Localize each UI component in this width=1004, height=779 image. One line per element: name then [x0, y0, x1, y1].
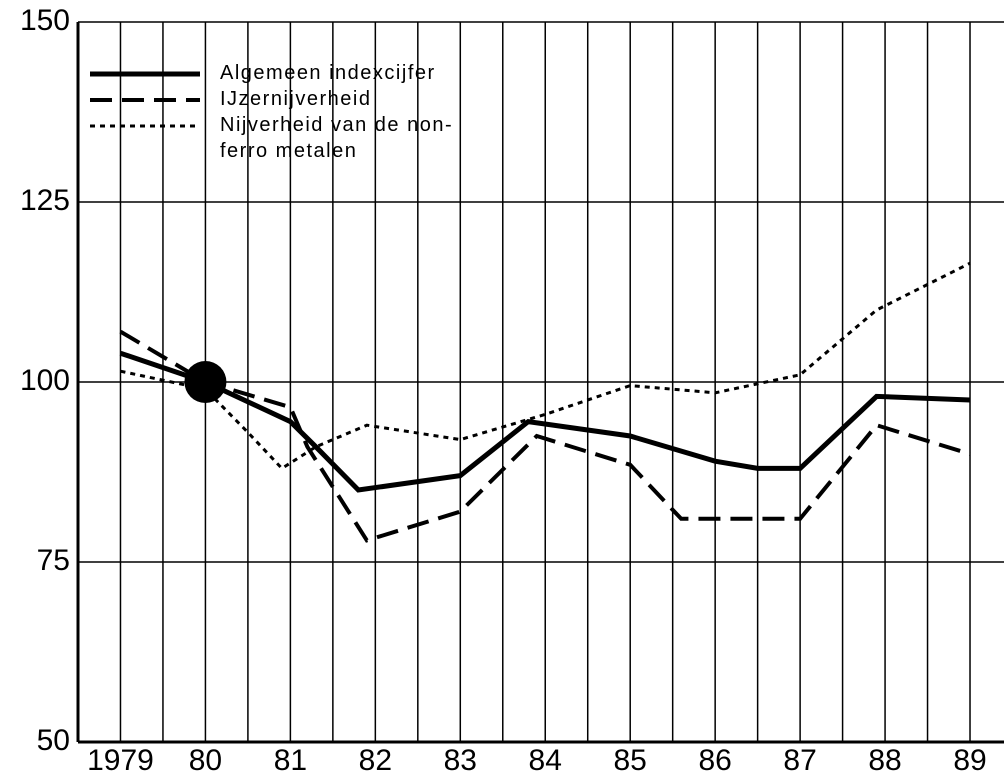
x-tick-label: 84: [529, 744, 562, 777]
legend-swatch: [90, 71, 200, 77]
y-tick-label: 150: [20, 4, 70, 37]
base-marker: [184, 361, 227, 403]
x-tick-label: 80: [189, 744, 222, 777]
y-tick-label: 75: [37, 544, 70, 577]
x-tick-label: 87: [783, 744, 816, 777]
series-line: [119, 329, 971, 543]
legend-swatch: [90, 124, 200, 128]
legend-label: Nijverheid van de non-ferro metalen: [220, 114, 454, 162]
x-tick-label: 86: [698, 744, 731, 777]
legend: Algemeen indexcijfer IJzernijverheid Nijve…: [90, 60, 495, 164]
y-tick-label: 125: [20, 184, 70, 217]
x-tick-label: 82: [359, 744, 392, 777]
x-tick-label: 88: [868, 744, 901, 777]
legend-label: IJzernijverheid: [220, 88, 372, 110]
legend-label: Algemeen indexcijfer: [220, 62, 436, 84]
legend-swatch: [90, 98, 200, 102]
y-tick-label: 100: [20, 364, 70, 397]
series-line: [119, 350, 971, 493]
x-tick-label: 83: [444, 744, 477, 777]
x-tick-label: 85: [614, 744, 647, 777]
legend-entry: Algemeen indexcijfer: [90, 60, 495, 86]
legend-entry: IJzernijverheid: [90, 86, 495, 112]
x-tick-label: 81: [274, 744, 307, 777]
x-tick-label: 89: [953, 744, 986, 777]
y-tick-label: 50: [37, 724, 70, 757]
x-tick-label: 1979: [87, 744, 154, 777]
legend-entry: Nijverheid van de non-ferro metalen: [90, 112, 495, 164]
